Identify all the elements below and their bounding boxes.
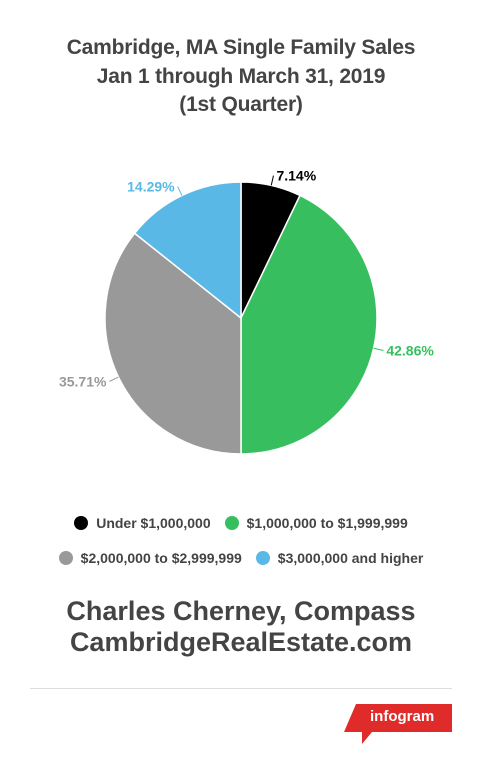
chart-title: Cambridge, MA Single Family Sales Jan 1 … <box>0 34 482 120</box>
legend-second-row: $2,000,000 to $2,999,999 $3,000,000 and … <box>0 547 482 569</box>
leader-line-1m-2m <box>373 347 384 351</box>
legend-item-under-1m[interactable]: Under $1,000,000 <box>74 515 211 531</box>
legend: Under $1,000,000 $1,000,000 to $1,999,99… <box>0 512 482 534</box>
slice-label-3m-plus: 14.29% <box>127 178 175 194</box>
legend-item-1m-2m[interactable]: $1,000,000 to $1,999,999 <box>224 515 408 531</box>
slice-label-under-1m: 7.14% <box>276 168 316 184</box>
legend-row-1: Under $1,000,000 $1,000,000 to $1,999,99… <box>0 512 482 534</box>
leader-line-2m-3m <box>109 376 119 382</box>
pie-chart: 7.14% 42.86% 35.71% 14.29% <box>59 168 434 455</box>
credit-name: Charles Cherney, Compass <box>66 596 416 626</box>
title-line-3: (1st Quarter) <box>179 93 303 116</box>
legend-label-3m-plus: $3,000,000 and higher <box>277 550 424 566</box>
legend-dot-under-1m <box>74 516 89 530</box>
legend-dot-1m-2m <box>224 516 239 530</box>
legend-label-1m-2m: $1,000,000 to $1,999,999 <box>246 515 408 531</box>
credit-block: Charles Cherney, Compass CambridgeRealEs… <box>0 596 482 658</box>
legend-row-2: $2,000,000 to $2,999,999 $3,000,000 and … <box>0 547 482 569</box>
pie-slice-3m-plus[interactable] <box>133 181 242 320</box>
legend-item-2m-3m[interactable]: $2,000,000 to $2,999,999 <box>58 550 242 566</box>
divider <box>30 688 452 689</box>
infogram-logo-text[interactable]: infogram <box>370 708 435 725</box>
slice-label-1m-2m: 42.86% <box>386 342 434 358</box>
legend-item-3m-plus[interactable]: $3,000,000 and higher <box>255 550 424 566</box>
legend-label-under-1m: Under $1,000,000 <box>96 515 211 531</box>
leader-line-under-1m <box>270 175 274 186</box>
legend-label-2m-3m: $2,000,000 to $2,999,999 <box>80 550 242 566</box>
legend-dot-3m-plus <box>255 551 270 565</box>
legend-dot-2m-3m <box>58 551 73 565</box>
leader-line-3m-plus <box>177 186 183 196</box>
slice-label-2m-3m: 35.71% <box>59 373 107 389</box>
pie-slice-1m-2m[interactable] <box>240 194 378 455</box>
credit-website: CambridgeRealEstate.com <box>69 627 413 657</box>
title-line-2: Jan 1 through March 31, 2019 <box>96 64 386 88</box>
title-line-1: Cambridge, MA Single Family Sales <box>66 36 416 59</box>
infogram-badge-shape[interactable] <box>344 704 452 744</box>
